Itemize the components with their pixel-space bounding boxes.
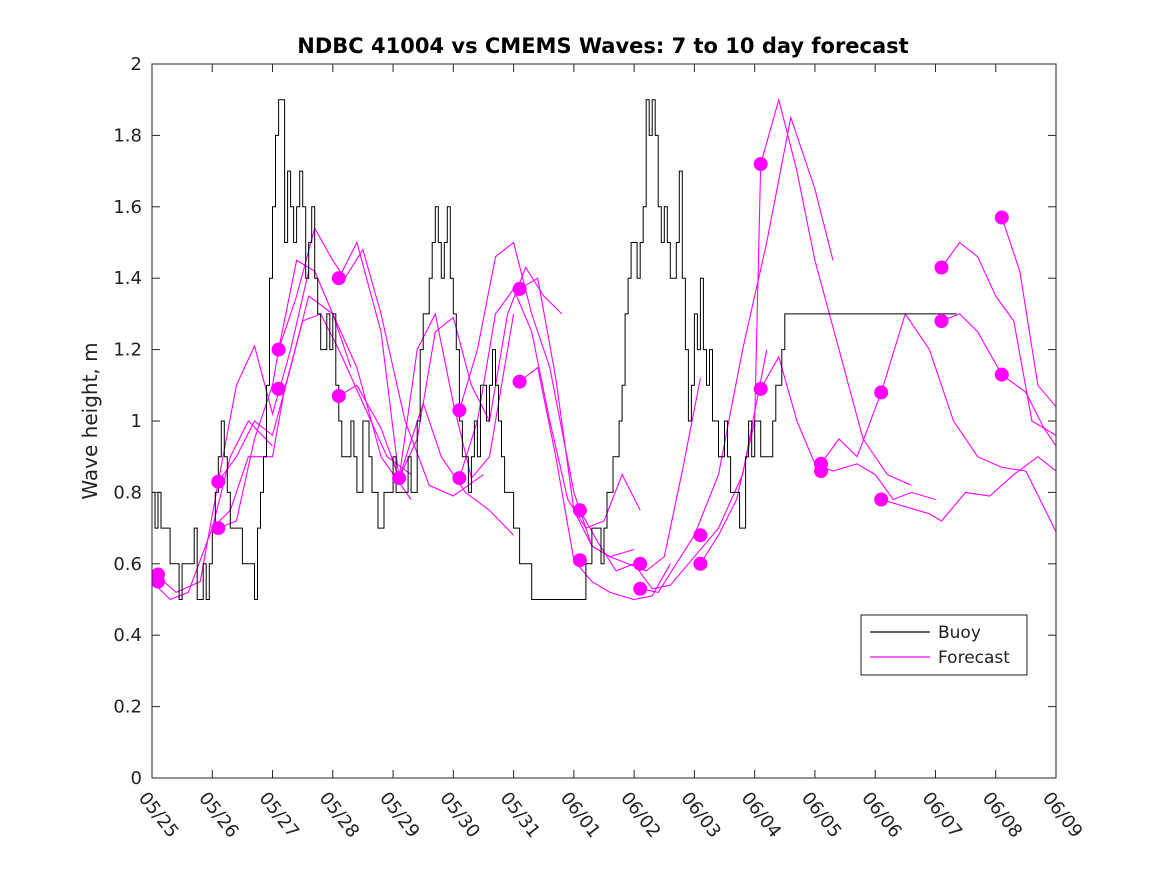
y-tick-label: 0.6 (113, 554, 142, 575)
y-axis-label: Wave height, m (78, 342, 102, 499)
x-tick-label: 06/01 (556, 788, 604, 842)
forecast-marker-11 (452, 471, 467, 486)
x-tick-label: 06/08 (978, 788, 1026, 842)
forecast-marker-7 (331, 271, 346, 286)
forecast-line-13 (519, 366, 671, 601)
forecast-marker-16 (633, 556, 648, 571)
y-tick-label: 1.8 (113, 125, 142, 146)
forecast-line-4 (218, 259, 412, 529)
forecast-marker-29 (994, 367, 1009, 382)
plot-area (152, 97, 1056, 601)
y-tick-label: 0.8 (113, 482, 142, 503)
forecast-line-14 (579, 349, 768, 590)
y-tick-label: 1.4 (113, 268, 142, 289)
forecast-marker-9 (392, 471, 407, 486)
x-tick-label: 05/28 (315, 788, 363, 842)
y-tick-label: 2 (131, 54, 142, 75)
forecast-line-22 (1001, 217, 1056, 408)
axes: 0 0.2 0.4 0.6 0.8 1 1.2 1.4 1.6 1.8 2 05/25 05/26 05/… (113, 54, 1086, 842)
x-tick-label: 05/29 (375, 788, 423, 842)
forecast-marker-25 (874, 492, 889, 507)
forecast-marker-10 (452, 403, 467, 418)
x-tick-label: 05/30 (435, 788, 483, 842)
forecast-marker-28 (994, 210, 1009, 225)
forecast-line-15 (640, 115, 834, 594)
x-tick-label: 06/05 (797, 788, 845, 842)
x-tick-label: 06/09 (1038, 788, 1086, 842)
chart-title: NDBC 41004 vs CMEMS Waves: 7 to 10 day f… (297, 34, 908, 58)
forecast-marker-8 (331, 389, 346, 403)
legend-box (860, 614, 1028, 676)
x-tick-label: 05/26 (194, 788, 242, 842)
forecast-line-16 (699, 97, 912, 565)
x-tick-label: 06/07 (918, 788, 966, 842)
forecast-line-19 (881, 456, 1056, 522)
x-tick-label: 06/04 (737, 788, 785, 842)
forecast-line-8 (338, 312, 515, 480)
forecast-marker-24 (874, 385, 889, 400)
forecast-line-20 (941, 241, 1056, 436)
legend-buoy-label: Buoy (938, 623, 981, 643)
x-tick-label: 06/03 (676, 788, 724, 842)
legend: Buoy Forecast (860, 614, 1028, 676)
forecast-marker-6 (271, 381, 286, 396)
forecast-marker-18 (693, 528, 708, 543)
forecast-marker-14 (572, 503, 587, 518)
y-tick-label: 0.4 (113, 625, 142, 646)
x-tick-label: 05/31 (496, 788, 544, 842)
forecast-marker-21 (753, 381, 768, 396)
x-tick-label: 05/25 (134, 788, 182, 842)
forecast-marker-17 (633, 581, 648, 596)
forecast-line-18 (820, 312, 1056, 532)
forecast-marker-12 (512, 281, 527, 296)
forecast-line-11 (458, 287, 641, 529)
y-tick-label: 0.2 (113, 697, 142, 718)
forecast-marker-20 (753, 157, 768, 171)
forecast-marker-26 (934, 260, 949, 275)
forecast-marker-23 (814, 464, 828, 478)
buoy-line (152, 99, 957, 600)
forecast-line-5 (211, 313, 412, 529)
x-tick-label: 05/27 (255, 788, 303, 842)
forecast-line-2 (152, 270, 310, 594)
forecast-marker-15 (572, 553, 587, 568)
legend-forecast-label: Forecast (938, 648, 1010, 668)
forecast-marker-5 (271, 342, 286, 357)
forecast-marker-4 (211, 521, 226, 536)
x-tick-label: 06/02 (616, 788, 664, 842)
forecast-line-17 (760, 355, 936, 501)
forecast-line-3 (217, 295, 352, 483)
forecast-marker-2 (152, 574, 165, 589)
forecast-line-12 (519, 277, 701, 572)
forecast-marker-3 (211, 474, 226, 489)
y-tick-label: 1.6 (113, 197, 142, 218)
y-tick-label: 1 (131, 411, 142, 432)
forecast-marker-19 (693, 556, 708, 571)
forecast-marker-13 (512, 374, 527, 389)
forecast-marker-27 (934, 314, 949, 328)
x-tick-label: 06/06 (857, 788, 905, 842)
y-tick-label: 1.2 (113, 340, 142, 361)
y-tick-label: 0 (131, 768, 142, 789)
